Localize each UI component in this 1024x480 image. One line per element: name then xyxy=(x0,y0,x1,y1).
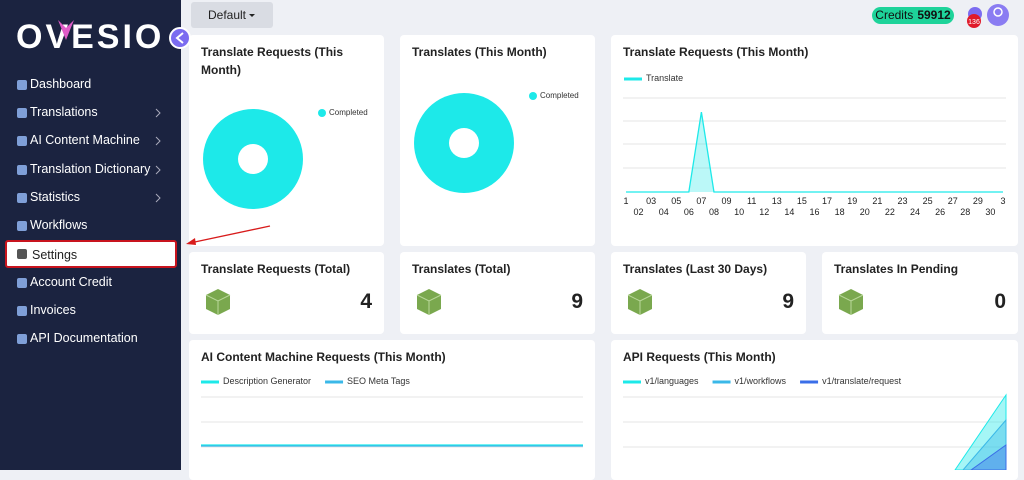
legend-label: Completed xyxy=(540,91,579,100)
stat-value: 9 xyxy=(571,290,583,313)
menu-item[interactable]: Workflows xyxy=(5,212,177,240)
menu-item[interactable]: Account Credit xyxy=(5,269,177,297)
badge-count: 136 xyxy=(968,19,980,26)
menu-label: Invoices xyxy=(30,303,76,317)
stat-value: 9 xyxy=(782,290,794,313)
card-title: API Requests (This Month) xyxy=(623,350,776,364)
card-title: Translates (Total) xyxy=(412,262,511,276)
stat-value: 4 xyxy=(360,290,372,313)
button-label: Default xyxy=(207,8,247,22)
credits-value: 59912 xyxy=(917,8,951,22)
menu-item[interactable]: Settings xyxy=(5,240,177,268)
card-title: AI Content Machine Requests (This Month) xyxy=(201,350,446,364)
menu-item[interactable]: Translation Dictionary xyxy=(5,156,177,184)
card: Translate Requests (This Month) xyxy=(189,35,384,246)
menu-label: Dashboard xyxy=(30,77,92,91)
avatar-head xyxy=(993,7,1003,17)
card-title: Translate Requests (Total) xyxy=(201,262,351,276)
stat-value: 0 xyxy=(994,290,1006,313)
legend-label: Completed xyxy=(329,108,368,117)
credits: Credits 59912 xyxy=(872,7,954,24)
card: Translates In Pending 0 xyxy=(822,252,1018,334)
profile-button[interactable]: Default xyxy=(191,2,273,28)
card: Translates (This Month) xyxy=(400,35,595,246)
sidebar xyxy=(0,0,181,470)
legend-label: v1/translate/request xyxy=(822,376,902,386)
card: API Requests (This Month) xyxy=(611,340,1018,480)
card: Translates (Total) 9 xyxy=(400,252,595,334)
card-title: Translate Requests (This Month) xyxy=(201,45,344,77)
bell xyxy=(968,7,982,21)
menu-label: Translation Dictionary xyxy=(30,162,151,176)
card: AI Content Machine Requests (This Month) xyxy=(189,340,595,480)
menu-label: Settings xyxy=(32,248,78,262)
menu-item[interactable]: Translations xyxy=(5,99,177,127)
menu-label: AI Content Machine xyxy=(30,133,140,147)
menu-label: Translations xyxy=(30,105,98,119)
menu-label: Workflows xyxy=(30,218,88,232)
menu-label: API Documentation xyxy=(30,331,138,345)
logo: OVESIO xyxy=(16,18,165,56)
menu-item[interactable]: Dashboard xyxy=(5,71,177,99)
card-title: Translates (This Month) xyxy=(412,45,547,59)
menu-item[interactable]: Invoices xyxy=(5,297,177,325)
avatar xyxy=(987,4,1009,26)
legend-label: v1/workflows xyxy=(734,376,787,386)
menu-item[interactable]: Statistics xyxy=(5,184,177,212)
card-title: Translates (Last 30 Days) xyxy=(623,262,768,276)
menu-label: Statistics xyxy=(30,190,81,204)
menu-item[interactable]: API Documentation xyxy=(5,325,177,353)
menu-item[interactable]: AI Content Machine xyxy=(5,127,177,155)
card: Translate Requests (This Month) xyxy=(611,35,1018,246)
card-title: Translate Requests (This Month) xyxy=(623,45,809,59)
legend-label: v1/languages xyxy=(645,376,699,386)
legend-label: Description Generator xyxy=(223,376,312,386)
card-title: Translates In Pending xyxy=(834,262,959,276)
credits-label: Credits xyxy=(875,8,914,22)
legend-label: SEO Meta Tags xyxy=(347,376,410,386)
menu-label: Account Credit xyxy=(30,275,112,289)
card: Translates (Last 30 Days) 9 xyxy=(611,252,806,334)
legend-label: Translate xyxy=(646,73,684,83)
card: Translate Requests (Total) 4 xyxy=(189,252,384,334)
badge xyxy=(967,14,981,28)
